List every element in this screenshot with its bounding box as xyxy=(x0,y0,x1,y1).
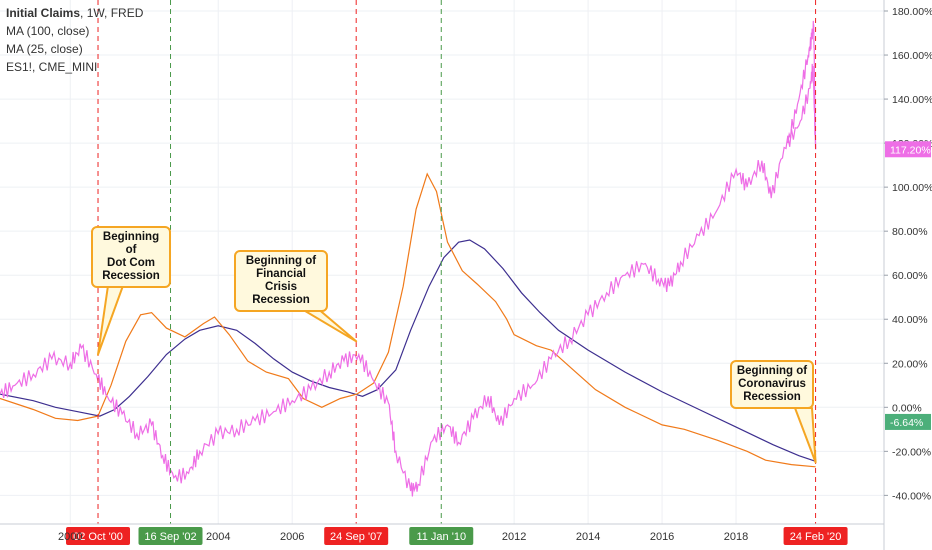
series-es-3 xyxy=(787,20,817,150)
legend-title-rest: , 1W, FRED xyxy=(80,6,144,20)
date-marker-label-3: 11 Jan '10 xyxy=(416,531,466,543)
callout-dotcom-text: Beginning of Dot Com Recession xyxy=(102,231,160,282)
series-es-2 xyxy=(0,63,817,497)
legend-item-es[interactable]: ES1!, CME_MINI xyxy=(6,60,98,74)
callout-dotcom[interactable]: Beginning of Dot Com Recession xyxy=(91,226,171,288)
y-tick-label-9: 140.00% xyxy=(892,94,932,106)
y-tick-label-7: 100.00% xyxy=(892,182,932,194)
y-axis-background xyxy=(884,0,932,550)
date-marker-box-2 xyxy=(324,527,389,545)
date-marker-label-2: 24 Sep '07 xyxy=(330,531,382,543)
x-tick-label-5: 2016 xyxy=(650,531,674,543)
y-tick-label-1: -20.00% xyxy=(892,446,931,458)
y-tick-label-2: 0.00% xyxy=(892,402,922,414)
x-axis[interactable]: 02 Oct '00 16 Sep '02 24 Sep '07 11 Jan '10… xyxy=(0,523,884,545)
x-tick-label-4: 2014 xyxy=(576,531,600,543)
series-ma100-0 xyxy=(0,239,816,462)
date-marker-label-1: 16 Sep '02 xyxy=(144,531,196,543)
callout-coronavirus[interactable]: Beginning of Coronavirus Recession xyxy=(730,360,814,409)
legend-title[interactable]: Initial Claims, 1W, FRED xyxy=(6,4,143,22)
price-tag-label-1: -6.64% xyxy=(890,417,923,429)
price-tag-box-1 xyxy=(885,413,931,430)
y-tick-label-11: 180.00% xyxy=(892,6,932,18)
legend-item-ma25[interactable]: MA (25, close) xyxy=(6,42,83,56)
date-marker-label-4: 24 Feb '20 xyxy=(790,531,842,543)
x-tick-label-6: 2018 xyxy=(724,531,748,543)
y-tick-label-10: 160.00% xyxy=(892,50,932,62)
date-marker-box-4 xyxy=(783,527,848,545)
x-tick-label-1: 2004 xyxy=(206,531,230,543)
price-tag-label-0: 117.20% xyxy=(890,144,931,156)
series-layer xyxy=(0,20,817,497)
price-tag-box-0 xyxy=(885,141,931,158)
date-marker-box-1 xyxy=(138,527,203,545)
leader-coronavirus xyxy=(794,407,817,464)
series-ma25-1 xyxy=(0,172,816,468)
y-tick-label-0: -40.00% xyxy=(892,490,931,502)
date-marker-label-0: 02 Oct '00 xyxy=(73,531,123,543)
x-tick-label-2: 2006 xyxy=(280,531,304,543)
legend: Initial Claims, 1W, FRED MA (100, close)… xyxy=(6,4,143,76)
x-tick-label-3: 2012 xyxy=(502,531,526,543)
y-axis[interactable]: -40.00% -20.00% 0.00% 20.00% 40.00% 60.00% 80.… xyxy=(883,0,932,550)
callout-financial-crisis-text: Beginning of Financial Crisis Recession xyxy=(245,255,317,306)
y-tick-label-5: 60.00% xyxy=(892,270,928,282)
x-tick-label-0: 2000 xyxy=(58,531,82,543)
legend-item-ma100[interactable]: MA (100, close) xyxy=(6,24,90,38)
callout-coronavirus-text: Beginning of Coronavirus Recession xyxy=(736,365,808,403)
date-marker-box-3 xyxy=(409,527,474,545)
callout-financial-crisis[interactable]: Beginning of Financial Crisis Recession xyxy=(234,250,328,312)
legend-title-name: Initial Claims xyxy=(6,6,81,20)
y-tick-label-3: 20.00% xyxy=(892,358,928,370)
date-marker-box-0 xyxy=(66,527,131,545)
callout-leaders xyxy=(97,271,817,464)
y-tick-label-4: 40.00% xyxy=(892,314,928,326)
y-tick-label-6: 80.00% xyxy=(892,226,928,238)
